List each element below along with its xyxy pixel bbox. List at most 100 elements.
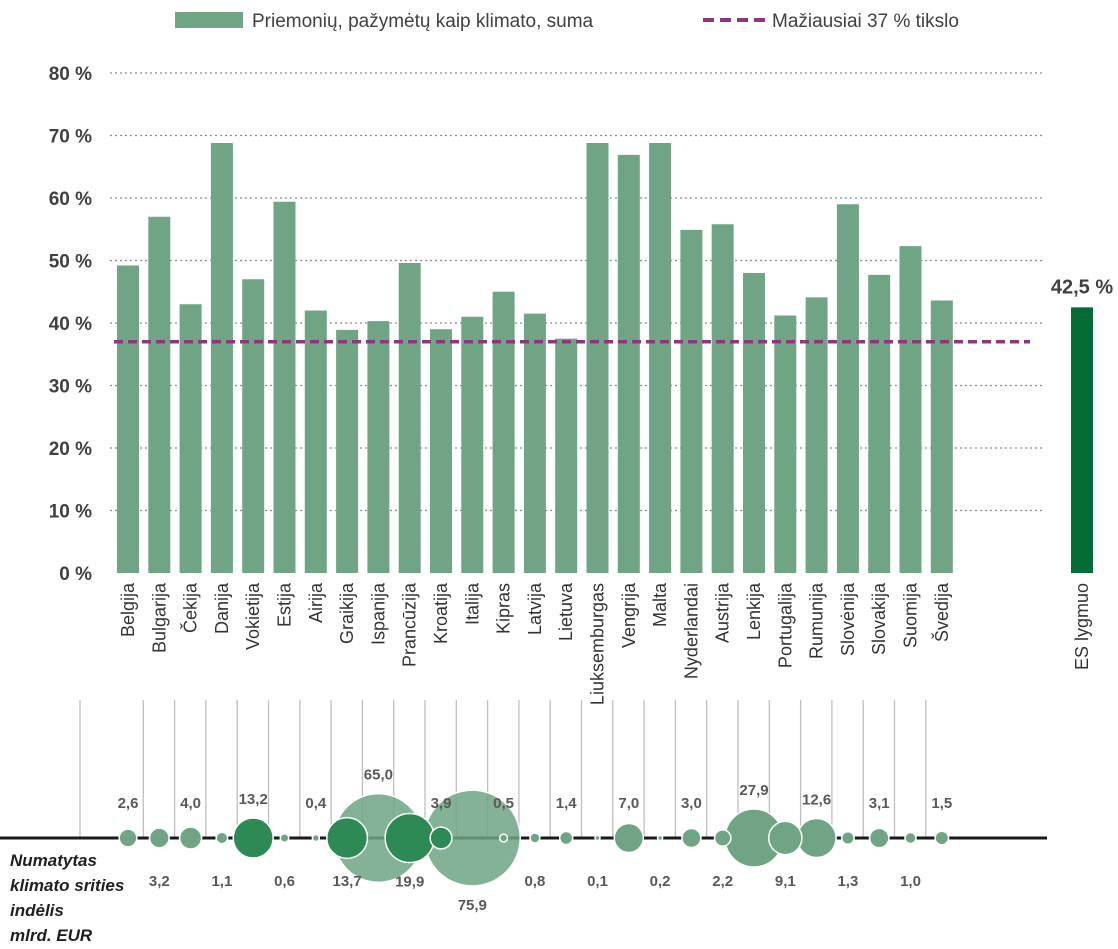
- x-tick-label: Airija: [306, 582, 326, 623]
- bubble: [681, 827, 702, 849]
- bubble-value-label: 0,5: [493, 795, 514, 812]
- bar: [680, 229, 703, 573]
- bubble-value-label: 27,9: [739, 782, 768, 799]
- y-tick-label: 40 %: [49, 314, 92, 335]
- bubble-value-label: 3,9: [431, 795, 452, 812]
- y-tick-label: 30 %: [49, 377, 92, 398]
- bubble: [311, 833, 321, 843]
- x-tick-label: Kipras: [494, 583, 514, 634]
- bar-eu-level: [1071, 307, 1093, 573]
- bubble-value-label: 3,2: [149, 873, 170, 890]
- bar: [711, 224, 734, 573]
- bar: [930, 300, 953, 573]
- bubble-value-label: 1,4: [556, 795, 578, 812]
- y-axis-ticks: 0 % 10 % 20 % 30 % 40 % 50 % 60 % 70 % 80 %: [49, 64, 92, 585]
- x-tick-label: Slovakija: [869, 582, 889, 655]
- x-tick-label-eu-level: ES lygmuo: [1072, 583, 1092, 670]
- bar: [805, 297, 828, 573]
- y-tick-label: 20 %: [49, 439, 92, 460]
- x-tick-label: Malta: [650, 582, 670, 627]
- legend: Priemonių, pažymėtų kaip klimato, suma M…: [175, 11, 959, 32]
- x-tick-label: Prancūzija: [400, 582, 420, 667]
- x-tick-label: Austrija: [713, 582, 733, 643]
- bar: [492, 291, 515, 573]
- bubble: [796, 817, 837, 859]
- x-tick-label: Portugalija: [775, 582, 795, 668]
- x-tick-label: Vengrija: [619, 582, 639, 648]
- x-tick-label: Danija: [212, 582, 232, 634]
- bubbles: [118, 789, 950, 887]
- bar: [367, 321, 390, 573]
- x-tick-label: Lenkija: [744, 582, 764, 640]
- bubble-value-label: 2,2: [712, 873, 733, 890]
- x-tick-label: Belgija: [118, 582, 138, 637]
- bar: [899, 246, 922, 573]
- x-tick-label: Nyderlandai: [681, 583, 701, 679]
- bubble-value-label: 4,0: [180, 795, 201, 812]
- x-tick-label: Suomija: [901, 582, 921, 648]
- bubble: [713, 829, 732, 847]
- x-tick-label: Liuksemburgas: [588, 583, 608, 705]
- legend-target-label: Mažiausiai 37 % tikslo: [772, 11, 959, 32]
- bubble-axis-title: Numatytas klimato srities indėlis mlrd. …: [10, 851, 129, 945]
- bubble: [384, 812, 435, 864]
- x-tick-label: Lietuva: [556, 582, 576, 641]
- bar: [336, 329, 359, 573]
- bubble: [529, 832, 541, 844]
- bar: [836, 204, 859, 573]
- bar: [555, 338, 578, 573]
- y-tick-label: 60 %: [49, 189, 92, 210]
- x-tick-label: Italija: [462, 582, 482, 625]
- x-tick-label: Čekija: [180, 582, 201, 633]
- x-tick-label: Bulgarija: [149, 582, 169, 653]
- bubble-value-label: 0,1: [587, 873, 608, 890]
- bubble-axis-title-line4: mlrd. EUR: [10, 926, 93, 945]
- bar: [774, 315, 797, 573]
- bubble: [325, 816, 369, 860]
- bubble-value-label: 65,0: [364, 767, 393, 784]
- y-tick-label: 80 %: [49, 64, 92, 85]
- bubble: [279, 832, 290, 844]
- y-tick-label: 50 %: [49, 252, 92, 273]
- legend-bar-label: Priemonių, pažymėtų kaip klimato, suma: [252, 11, 594, 32]
- bar: [117, 265, 139, 573]
- bar: [398, 263, 421, 573]
- bubble-value-label: 1,1: [211, 873, 232, 890]
- bubble-value-label: 13,2: [239, 791, 268, 808]
- bubble: [767, 820, 803, 856]
- bar: [743, 273, 765, 573]
- bubble-value-label: 0,2: [650, 873, 671, 890]
- bubble-value-label: 1,0: [900, 873, 921, 890]
- bubble-axis-title-line2: klimato srities: [10, 876, 124, 895]
- bubble: [215, 831, 229, 845]
- x-tick-label: Vokietija: [243, 582, 263, 650]
- bubble: [840, 830, 855, 846]
- bar: [210, 143, 233, 573]
- bubble: [232, 817, 274, 859]
- x-tick-label: Rumunija: [807, 582, 827, 659]
- bar: [649, 143, 672, 573]
- bubble: [934, 830, 950, 846]
- bubble-value-label: 0,4: [305, 795, 327, 812]
- bubble-value-label: 2,6: [118, 795, 139, 812]
- bubble-value-label: 3,0: [681, 795, 702, 812]
- bubble: [178, 826, 203, 850]
- bar: [179, 304, 202, 573]
- bars: 42,5 %: [117, 143, 1113, 573]
- bubble: [868, 827, 890, 849]
- legend-bar-swatch: [175, 12, 243, 28]
- bar: [523, 313, 546, 573]
- bubble-value-label: 0,8: [524, 873, 545, 890]
- bubble-value-label: 9,1: [775, 873, 796, 890]
- bar: [148, 216, 171, 573]
- bubble-value-label: 12,6: [802, 791, 831, 808]
- bubble: [118, 828, 138, 848]
- bar: [242, 279, 265, 573]
- bar: [461, 316, 484, 573]
- x-tick-label: Kroatija: [431, 582, 451, 644]
- bar: [868, 274, 891, 573]
- x-tick-label: Švedija: [931, 582, 952, 642]
- bubble: [558, 830, 574, 846]
- bar: [430, 329, 452, 573]
